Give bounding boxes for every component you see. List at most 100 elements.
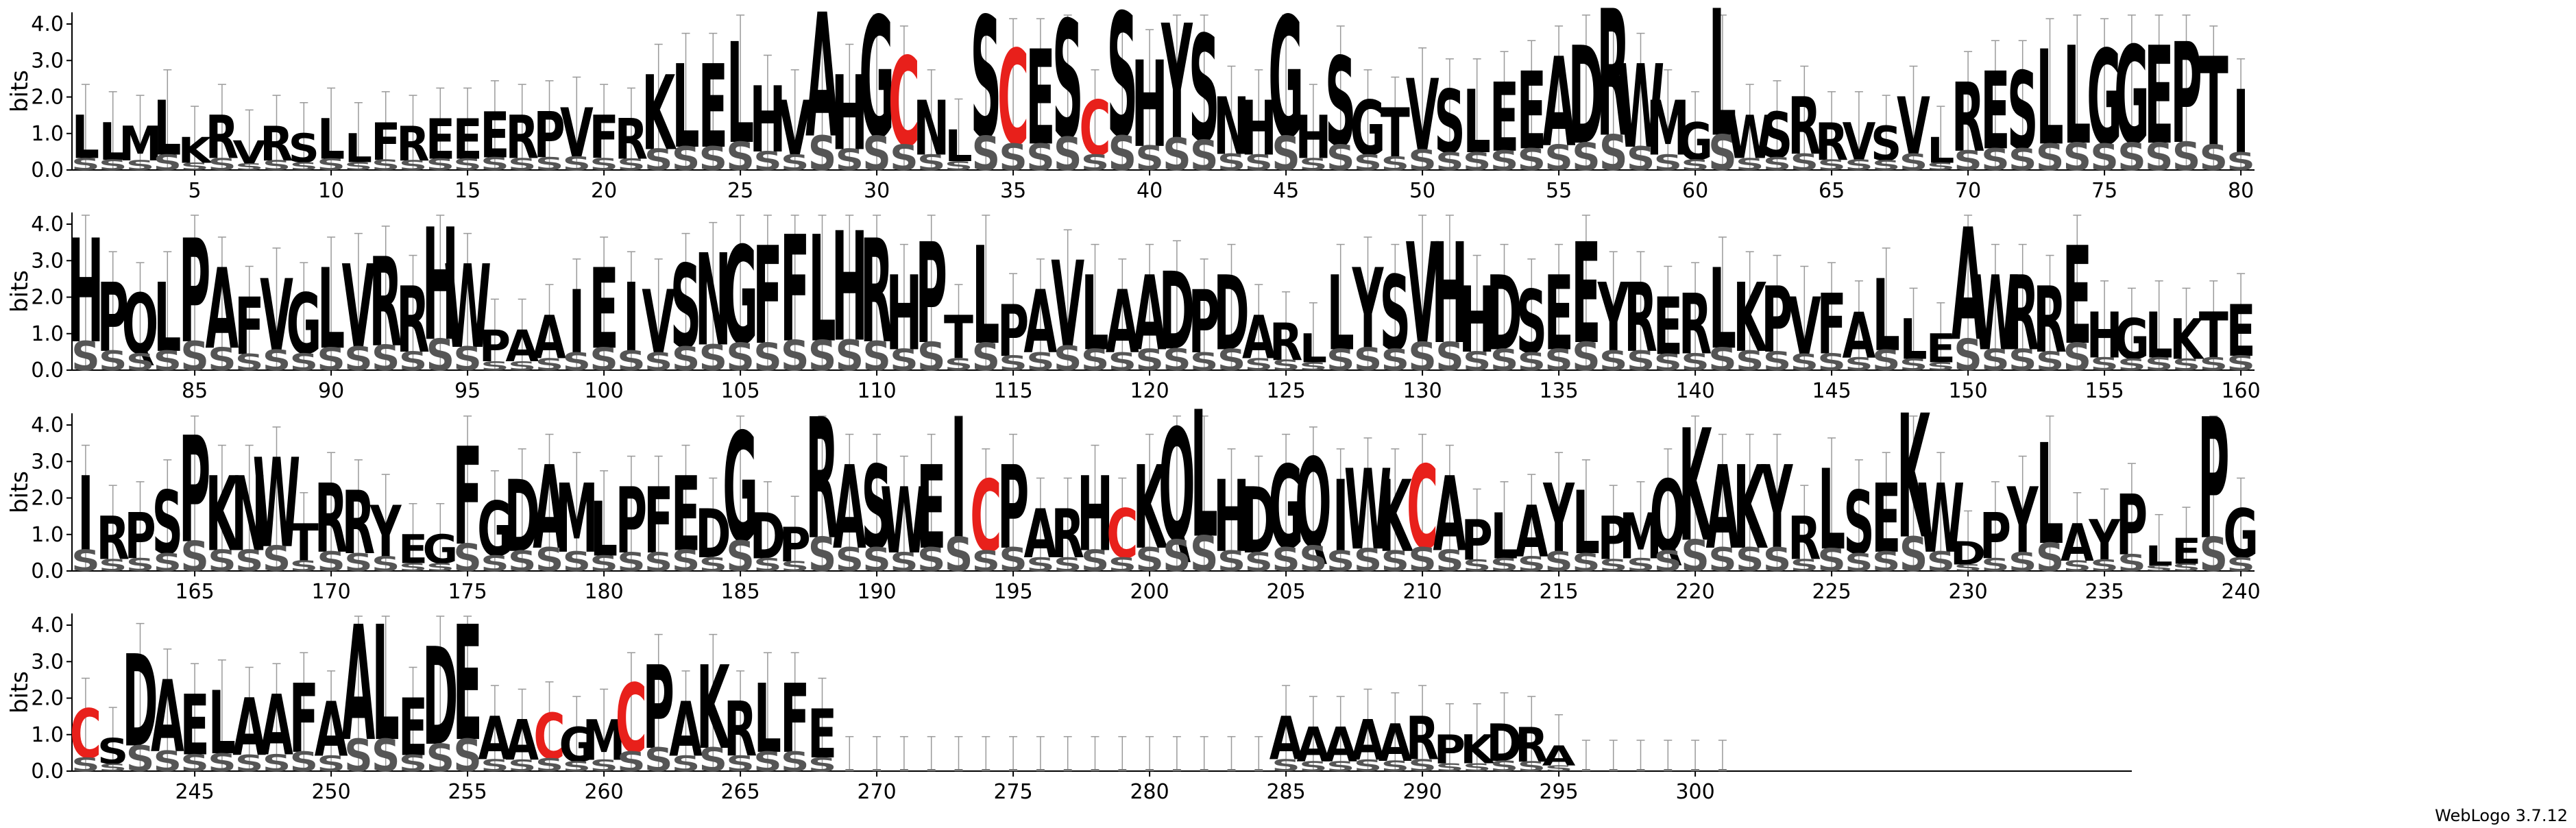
x-tick-label: 10 [318,179,344,203]
residue-letter [1636,769,1645,771]
x-tick-label: 200 [1130,580,1169,604]
minor-residue-letter: S [644,548,673,577]
minor-residue-letter: S [890,548,919,577]
residue-letter [845,769,854,771]
x-tick-label: 270 [857,780,896,804]
minor-residue-letter: S [781,332,810,380]
residue-letter: A [1242,303,1276,372]
y-tick-label: 4.0 [31,12,64,36]
residue-letter: L [1709,245,1736,374]
minor-residue-letter: S [1354,150,1383,175]
residue-letter: L [1327,254,1354,374]
residue-letter: E [590,245,619,374]
residue-letter: A [533,303,566,372]
minor-residue-letter: S [1081,544,1110,578]
residue-letter: I [1333,461,1348,575]
residue-letter: P [533,99,565,173]
residue-letter: V [1406,215,1439,376]
minor-residue-letter: S [372,339,400,379]
minor-residue-letter: S [672,544,701,578]
residue-letter: W [1344,446,1392,574]
x-tick-label: 185 [720,580,760,604]
residue-letter: H [750,69,786,173]
residue-letter: I [623,263,639,374]
minor-residue-letter: S [945,527,973,582]
y-tick-label: 2.0 [31,687,64,711]
minor-residue-letter: S [153,150,182,175]
residue-letter: M [583,709,626,774]
minor-residue-letter: S [2117,356,2146,374]
residue-letter: I [77,455,93,575]
residue-letter: E [1490,63,1519,173]
minor-residue-letter: S [481,154,509,175]
residue-letter: A [1433,455,1467,575]
residue-letter: K [178,130,213,171]
residue-letter: L [1191,374,1218,576]
x-tick-label: 140 [1675,379,1714,403]
minor-residue-letter: S [1163,129,1191,181]
residue-letter: D [1486,254,1522,374]
residue-letter: P [643,642,675,775]
residue-letter: E [2172,531,2201,572]
residue-letter: H [1077,455,1113,575]
minor-residue-letter: S [1981,343,2010,377]
y-tick-label: 1.0 [31,322,64,346]
residue-letter: S [1434,71,1465,173]
residue-letter: H [1432,215,1468,376]
y-tick-label: 2.0 [31,487,64,511]
residue-letter: K [1378,461,1413,575]
residue-letter: P [2170,14,2202,175]
residue-letter: R [206,103,239,172]
residue-letter: V [642,271,675,373]
residue-letter: L [808,206,836,376]
residue-letter: D [1950,536,1986,573]
residue-letter [1609,769,1618,771]
minor-residue-letter: S [1163,531,1191,581]
minor-residue-letter: S [1572,334,1601,380]
minor-residue-letter: S [235,544,264,578]
y-tick-label: 4.0 [31,413,64,437]
minor-residue-letter: S [781,746,810,778]
minor-residue-letter: S [753,147,782,176]
minor-residue-letter: S [753,336,782,380]
x-tick-label: 100 [584,379,623,403]
residue-letter: R [342,472,375,574]
minor-residue-letter: S [99,556,127,575]
x-tick-label: 75 [2091,179,2117,203]
minor-residue-letter: S [617,345,646,377]
x-tick-label: 25 [727,179,753,203]
minor-residue-letter: S [781,150,810,175]
residue-letter: R [2006,254,2039,374]
minor-residue-letter: S [1299,759,1328,775]
minor-residue-letter: S [344,730,373,782]
residue-letter: P [616,470,647,574]
residue-letter: P [779,518,811,573]
residue-letter: K [1679,397,1714,576]
x-tick-label: 230 [1948,580,1987,604]
residue-letter: V [260,260,293,374]
residue-letter: H [1296,103,1332,172]
residue-letter: K [1133,441,1168,575]
residue-letter: R [1051,496,1084,574]
residue-letter: P [179,210,210,376]
residue-letter: G [477,487,513,574]
residue-letter: E [453,592,483,777]
residue-letter: H [422,196,459,375]
residue-letter: R [260,117,293,172]
minor-residue-letter: S [208,155,236,174]
minor-residue-letter: S [481,359,509,374]
minor-residue-letter: S [535,541,564,579]
minor-residue-letter: S [672,751,701,776]
minor-residue-letter: S [2063,336,2091,380]
x-tick-label: 50 [1409,179,1435,203]
residue-letter: D [695,496,731,574]
minor-residue-letter: S [1190,132,1219,180]
residue-letter: T [289,514,319,574]
x-tick-label: 20 [591,179,617,203]
residue-letter: M [1647,86,1690,173]
residue-letter: S [289,126,319,172]
minor-residue-letter: S [426,156,454,173]
minor-residue-letter: S [426,561,454,574]
y-axis-label: bits [6,70,34,112]
residue-letter: E [2063,219,2092,376]
